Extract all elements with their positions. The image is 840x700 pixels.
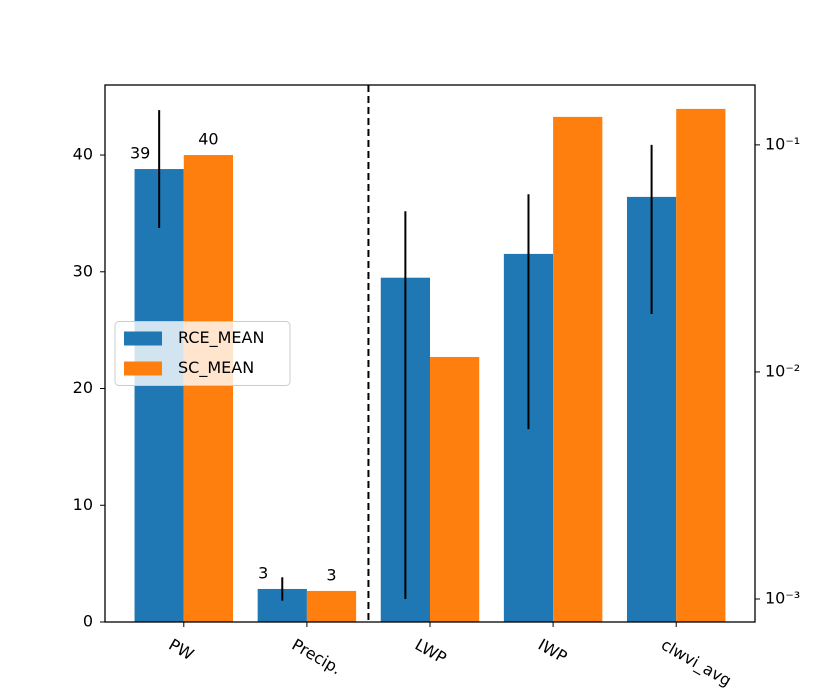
legend-swatch <box>124 361 162 376</box>
x-tick-label: IWP <box>535 635 571 667</box>
legend-label: RCE_MEAN <box>178 328 264 348</box>
x-tick-label: LWP <box>412 635 450 668</box>
bar <box>430 356 480 622</box>
y2-tick-label: 10⁻¹ <box>765 134 800 153</box>
x-tick-label: clwvi_avg <box>657 635 734 691</box>
bar <box>676 108 726 622</box>
bar <box>553 116 603 623</box>
x-tick-label: PW <box>166 635 198 664</box>
y-tick-label: 20 <box>73 378 93 397</box>
y-tick-label: 30 <box>73 261 93 280</box>
value-label: 3 <box>326 565 336 584</box>
legend-label: SC_MEAN <box>178 358 254 378</box>
y2-tick-label: 10⁻² <box>765 361 800 380</box>
value-label: 3 <box>258 563 268 582</box>
y2-tick-label: 10⁻³ <box>765 589 800 608</box>
bar <box>183 155 234 623</box>
y-tick-label: 40 <box>73 145 93 164</box>
bar <box>134 169 184 622</box>
y-tick-label: 0 <box>83 612 93 631</box>
legend-swatch <box>124 331 162 346</box>
value-label: 39 <box>130 144 150 163</box>
x-tick-label: Precip. <box>289 635 345 678</box>
value-label: 40 <box>198 130 218 149</box>
y-tick-label: 10 <box>73 495 93 514</box>
bar <box>306 590 357 622</box>
